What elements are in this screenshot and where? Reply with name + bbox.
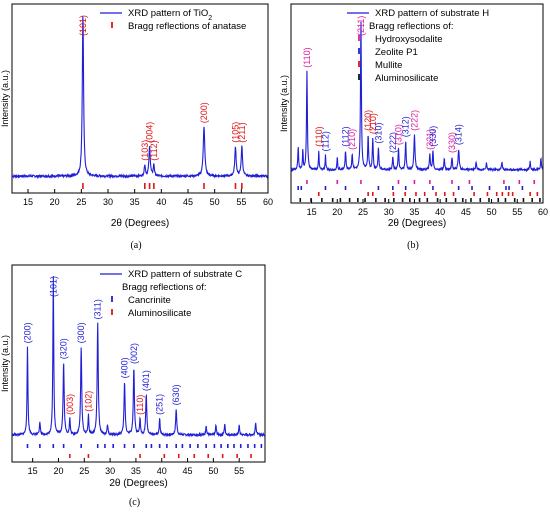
x-tick-label: 25: [358, 207, 368, 217]
x-tick-label: 15: [307, 207, 317, 217]
x-axis-label: 2θ (Degrees): [111, 218, 169, 229]
peak-label: (002): [129, 343, 139, 364]
x-tick-label: 20: [53, 466, 63, 476]
x-tick-label: 55: [236, 197, 246, 207]
peak-label: (110): [314, 126, 324, 146]
peak-label: (310): [373, 123, 383, 144]
legend-label: Aluminosilicate: [375, 73, 438, 84]
x-tick-label: 35: [409, 207, 419, 217]
peak-label: (401): [141, 370, 151, 391]
panel-sublabel: (c): [129, 497, 140, 508]
legend-label: Hydroxysodalite: [375, 34, 443, 45]
x-tick-label: 25: [76, 197, 86, 207]
x-tick-label: 20: [50, 197, 60, 207]
peak-label: (210): [347, 129, 357, 150]
peak-label: (112): [149, 140, 159, 160]
peak-label: (112): [341, 126, 351, 146]
x-tick-label: 50: [487, 207, 497, 217]
panel-b: 15 20 25 30 35 40 45 50 55 60 Intensity (a.u.) 2θ (…: [279, 3, 548, 251]
x-tick-label: 50: [210, 197, 220, 207]
peak-label: (400): [120, 357, 130, 378]
peak-label: (120): [363, 110, 373, 131]
x-tick-label: 30: [105, 466, 115, 476]
peak-label: (321): [425, 129, 435, 150]
peak-label: (211): [237, 122, 247, 142]
peak-label: (222): [409, 110, 419, 131]
peak-label: (112): [320, 131, 330, 151]
peak-label: (105): [230, 122, 240, 143]
peak-label: (330): [428, 126, 438, 147]
x-tick-label: 40: [435, 207, 445, 217]
legend-label: Mullite: [375, 60, 402, 71]
x-tick-label: 45: [183, 466, 193, 476]
legend-label: Cancrinite: [128, 295, 171, 306]
x-tick-label: 40: [157, 466, 167, 476]
plot-frame: [290, 3, 544, 204]
peak-label: (110): [302, 47, 312, 67]
y-axis-label: Intensity (a.u.): [0, 335, 10, 392]
peak-label: (320): [59, 338, 69, 359]
x-tick-label: 20: [332, 207, 342, 217]
x-tick-label: 30: [103, 197, 113, 207]
x-tick-label: 45: [461, 207, 471, 217]
peak-label: (200): [199, 102, 209, 123]
x-tick-label: 30: [384, 207, 394, 217]
legend-series-label: XRD pattern of substrate C: [128, 269, 242, 280]
legend-header: Bragg reflections of:: [122, 282, 207, 293]
panel-a: 15 20 25 30 35 40 45 50 55 60 Intensity (a.u.) 2θ (…: [0, 3, 273, 251]
y-axis-label: Intensity (a.u.): [279, 75, 289, 132]
xrd-series-line: [11, 16, 269, 180]
panel-c: 15 20 25 30 35 40 45 50 55 Intensity (a.u.) 2θ (De…: [0, 264, 266, 508]
x-tick-label: 45: [183, 197, 193, 207]
legend-header: Bragg reflections of:: [369, 21, 454, 32]
x-tick-label: 35: [130, 197, 140, 207]
legend-label: Aluminosilicate: [128, 308, 191, 319]
peak-label: (101): [48, 276, 58, 297]
peak-label: (004): [145, 122, 155, 143]
peak-label: (312): [401, 116, 411, 137]
xrd-series-line: [11, 276, 266, 438]
x-axis-label: 2θ (Degrees): [388, 218, 446, 229]
peak-label: (630): [171, 384, 181, 405]
x-tick-label: 60: [263, 197, 273, 207]
legend-subscript: 2: [208, 15, 212, 22]
x-tick-label: 15: [28, 466, 38, 476]
panel-sublabel: (a): [130, 240, 141, 251]
peak-label: (211): [356, 16, 366, 36]
peak-label: (300): [76, 322, 86, 343]
x-tick-label: 55: [234, 466, 244, 476]
legend-series-label: XRD pattern of TiO2: [128, 8, 212, 22]
peak-label: (003): [65, 394, 75, 415]
panel-sublabel: (b): [407, 240, 419, 251]
plot-frame: [11, 3, 269, 194]
peak-label: (103): [140, 140, 150, 161]
plot-frame: [11, 264, 266, 463]
legend-label: Zeolite P1: [375, 47, 418, 58]
legend-series-label: XRD pattern of substrate H: [375, 8, 489, 19]
peak-label: (102): [83, 391, 93, 412]
x-tick-label: 40: [156, 197, 166, 207]
peak-label: (310): [393, 124, 403, 145]
peak-label: (311): [93, 299, 103, 319]
x-axis-label: 2θ (Degrees): [109, 478, 167, 489]
peak-label: (200): [22, 322, 32, 343]
x-tick-label: 55: [512, 207, 522, 217]
x-tick-label: 35: [131, 466, 141, 476]
y-axis-label: Intensity (a.u.): [0, 70, 10, 127]
peak-label: (210): [368, 113, 378, 134]
x-tick-label: 15: [23, 197, 33, 207]
peak-label: (314): [454, 124, 464, 145]
peak-label: (110): [135, 395, 145, 415]
x-tick-label: 50: [208, 466, 218, 476]
x-tick-label: 60: [538, 207, 548, 217]
peak-label: (101): [78, 15, 88, 36]
legend-label: Bragg reflections of anatase: [128, 21, 246, 32]
peak-label: (222): [388, 132, 398, 153]
peak-label: (330): [447, 132, 457, 153]
x-tick-label: 25: [79, 466, 89, 476]
xrd-series-line: [290, 21, 544, 173]
peak-label: (251): [155, 394, 165, 415]
